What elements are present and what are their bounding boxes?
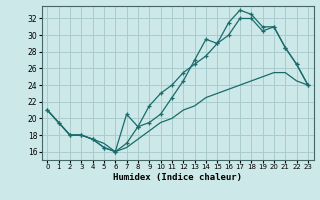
X-axis label: Humidex (Indice chaleur): Humidex (Indice chaleur) xyxy=(113,173,242,182)
